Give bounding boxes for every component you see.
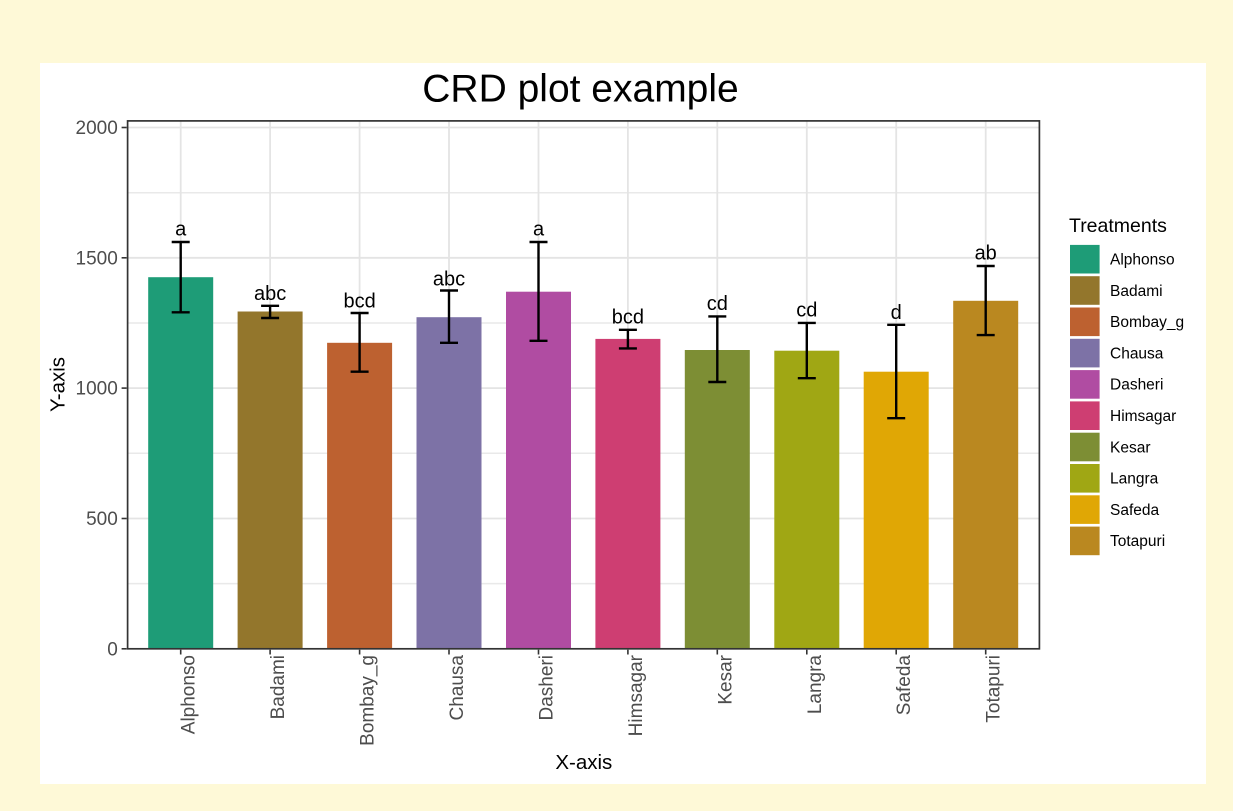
svg-text:Himsagar: Himsagar — [1110, 408, 1176, 425]
svg-text:0: 0 — [107, 639, 118, 660]
svg-text:Totapuri: Totapuri — [1110, 533, 1165, 550]
svg-text:CRD plot example: CRD plot example — [422, 68, 738, 111]
svg-text:Langra: Langra — [1110, 471, 1159, 488]
svg-text:Alphonso: Alphonso — [179, 655, 200, 734]
svg-text:a: a — [175, 218, 187, 240]
svg-text:abc: abc — [433, 269, 465, 291]
svg-text:Safeda: Safeda — [894, 655, 915, 716]
svg-text:cd: cd — [707, 293, 728, 315]
svg-text:Badami: Badami — [268, 655, 289, 719]
svg-text:Chausa: Chausa — [1110, 345, 1164, 362]
svg-text:Kesar: Kesar — [1110, 439, 1151, 456]
svg-text:1000: 1000 — [76, 379, 118, 400]
svg-text:Kesar: Kesar — [715, 654, 736, 704]
svg-text:2000: 2000 — [76, 118, 118, 139]
svg-text:Bombay_g: Bombay_g — [358, 655, 379, 746]
svg-text:Treatments: Treatments — [1069, 215, 1167, 237]
svg-text:X-axis: X-axis — [555, 751, 612, 774]
svg-text:Langra: Langra — [805, 655, 826, 715]
svg-text:Himsagar: Himsagar — [626, 654, 647, 736]
svg-text:ab: ab — [975, 242, 997, 264]
svg-text:d: d — [891, 302, 902, 324]
svg-text:Dasheri: Dasheri — [537, 655, 558, 720]
svg-text:Badami: Badami — [1110, 283, 1163, 300]
svg-text:a: a — [533, 218, 545, 240]
svg-text:500: 500 — [86, 509, 118, 530]
svg-text:Y-axis: Y-axis — [46, 357, 69, 412]
svg-text:abc: abc — [254, 283, 286, 305]
svg-text:1500: 1500 — [76, 248, 118, 269]
svg-text:Bombay_g: Bombay_g — [1110, 314, 1184, 331]
svg-text:Alphonso: Alphonso — [1110, 252, 1175, 269]
svg-text:Chausa: Chausa — [447, 655, 468, 721]
svg-text:Safeda: Safeda — [1110, 502, 1160, 519]
svg-text:bcd: bcd — [343, 291, 375, 313]
svg-text:bcd: bcd — [612, 307, 644, 329]
svg-text:cd: cd — [796, 300, 817, 322]
svg-text:Totapuri: Totapuri — [984, 655, 1005, 723]
svg-text:Dasheri: Dasheri — [1110, 377, 1163, 394]
